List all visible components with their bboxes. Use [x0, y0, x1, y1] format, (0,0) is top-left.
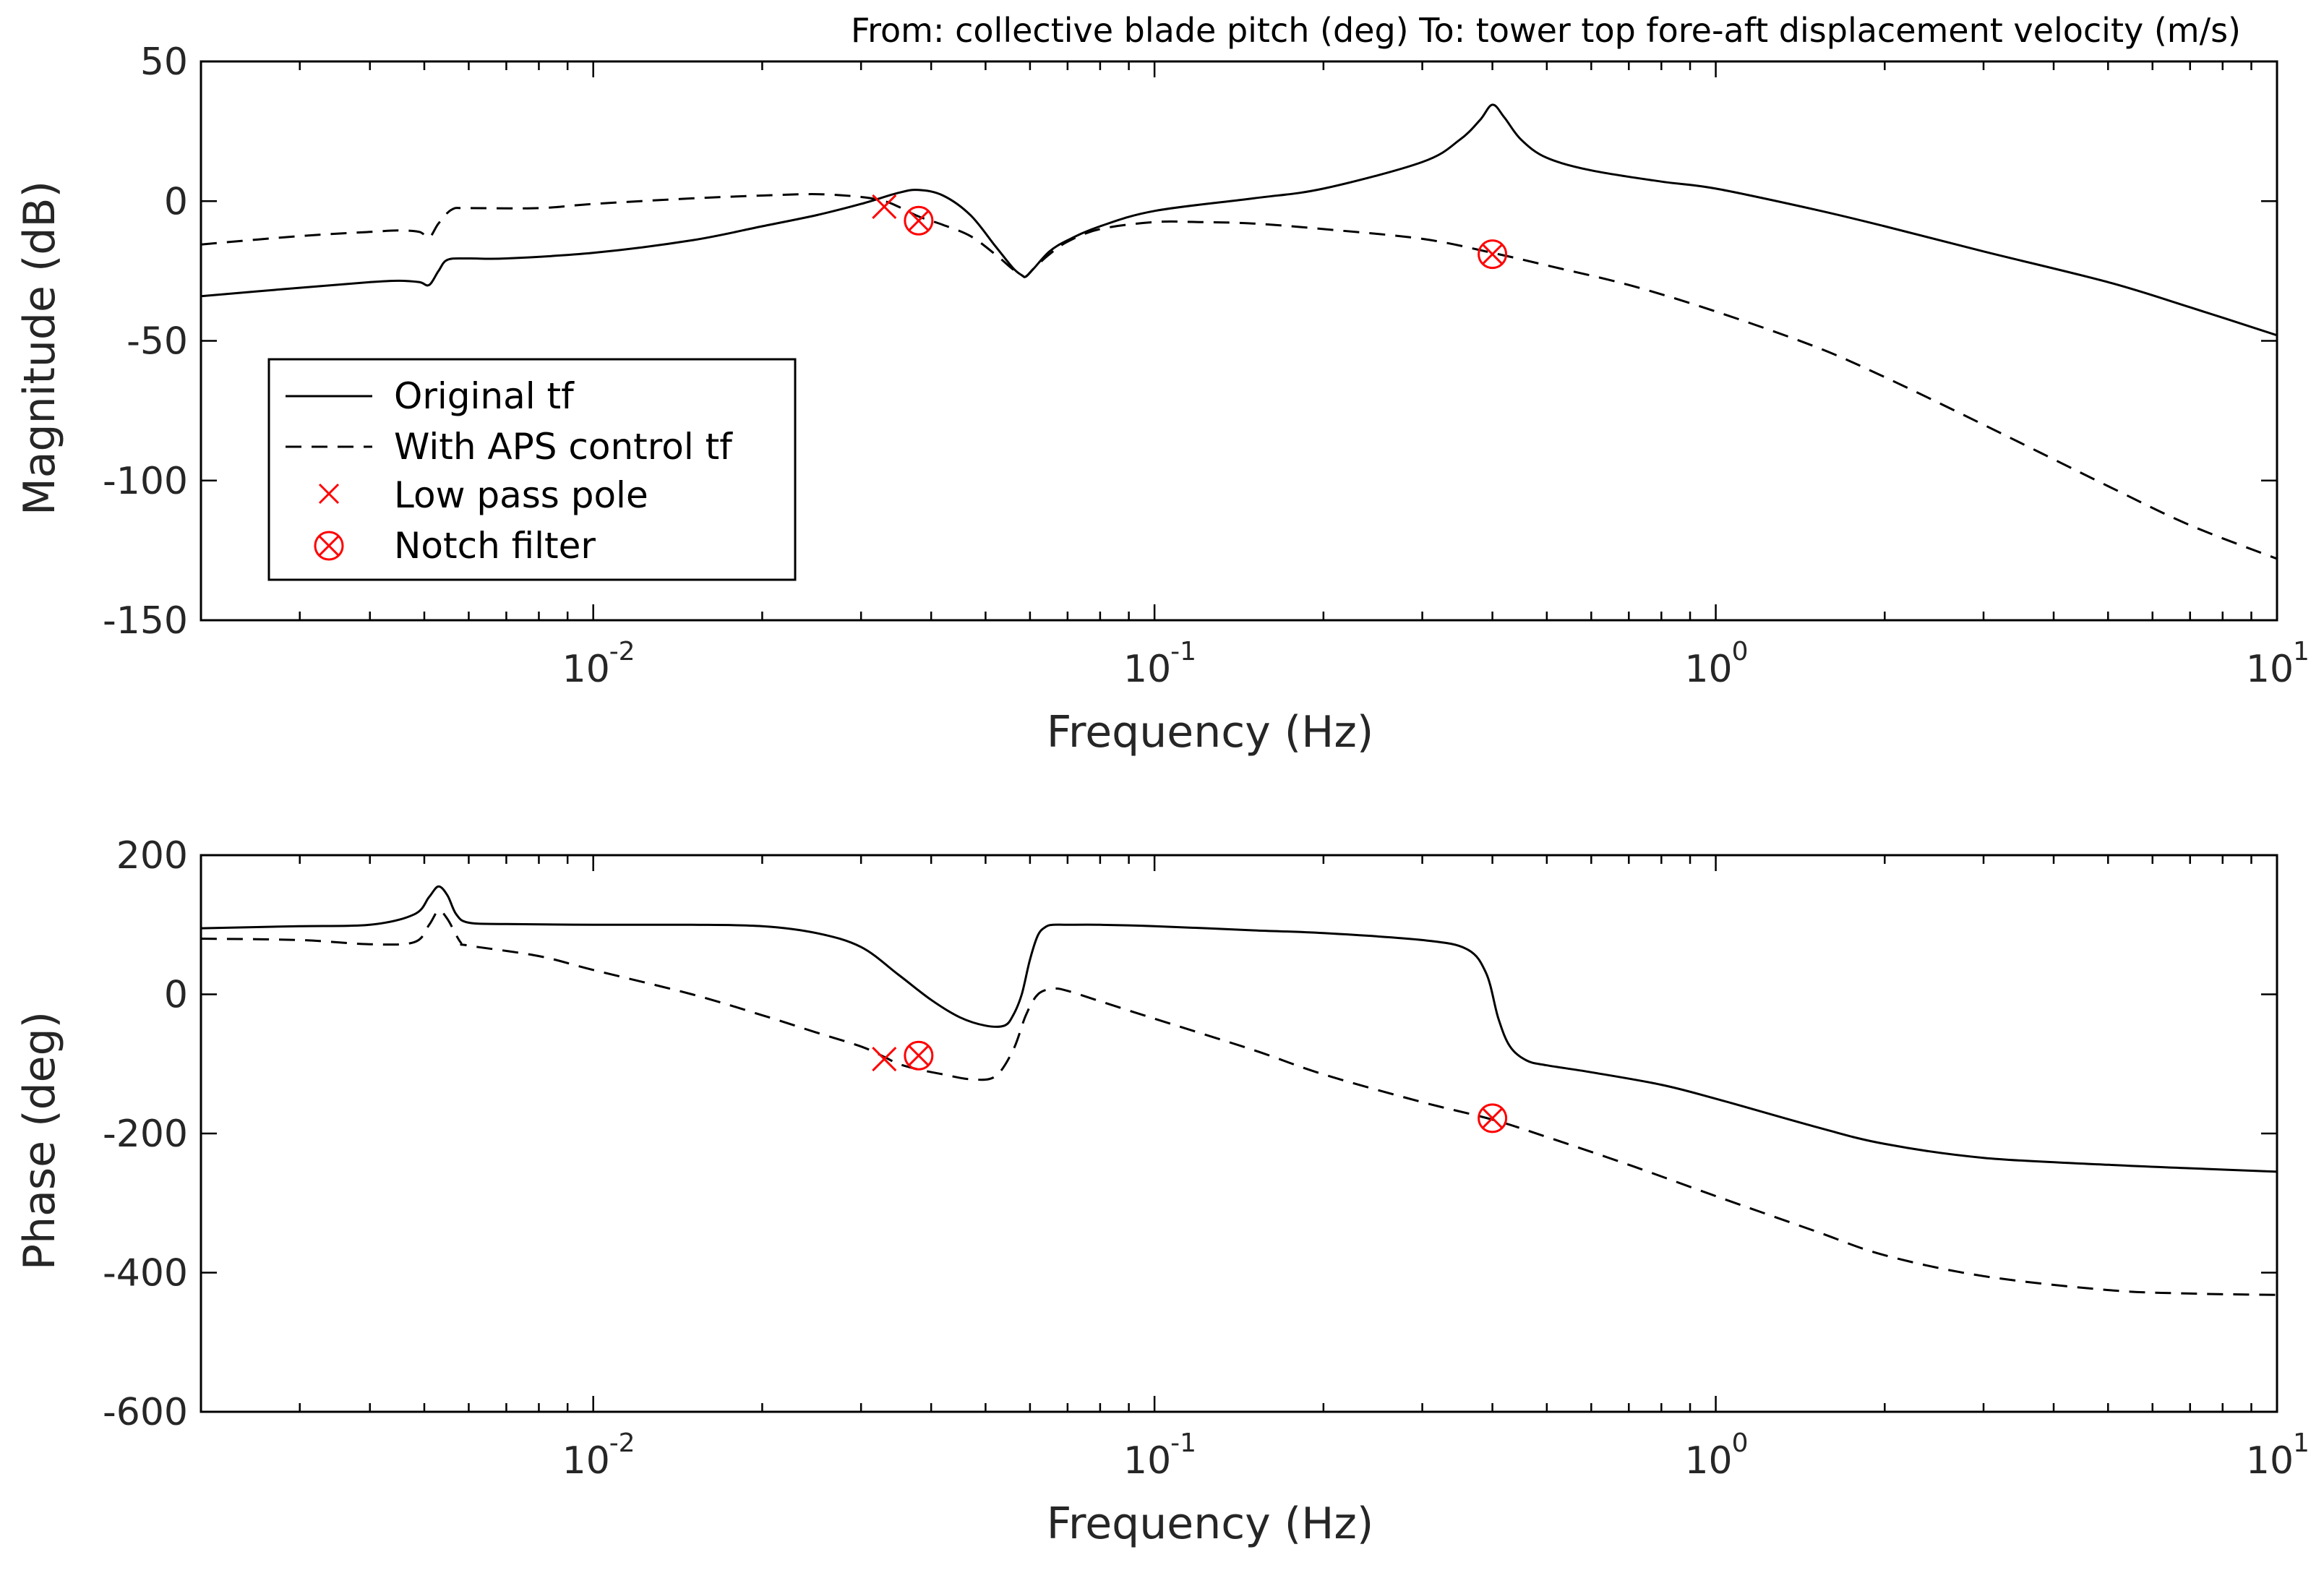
phase-ytick-label: 0 [164, 974, 188, 1017]
phase-ytick-label: -400 [103, 1252, 188, 1295]
phase-ytick-label: -600 [103, 1391, 188, 1434]
phase-series-aps-control [201, 909, 2277, 1296]
magnitude-xtick-exponent: 1 [2293, 637, 2310, 667]
magnitude-xtick-exponent: 0 [1732, 637, 1749, 667]
phase-xtick-label: 10 [2246, 1439, 2294, 1483]
magnitude-xtick-label: 10 [562, 648, 610, 691]
legend-item-notch: Notch filter [314, 525, 596, 567]
magnitude-marker-notch-filter [904, 205, 934, 236]
phase-marker-notch-filter [1478, 1103, 1508, 1133]
legend-item-low-pass: Low pass pole [318, 474, 648, 516]
magnitude-ytick-label: 0 [164, 180, 188, 223]
phase-xtick-label: 10 [1123, 1439, 1171, 1483]
phase-xtick-exponent: -2 [609, 1428, 635, 1458]
legend-item-original: Original tf [286, 375, 575, 417]
magnitude-ytick-label: -50 [127, 320, 188, 364]
phase-series-original [201, 885, 2277, 1173]
legend: Original tf With APS control tf Low pass… [267, 358, 797, 581]
magnitude-marker-low-pass-pole [872, 194, 897, 220]
x-marker-icon [318, 483, 340, 505]
magnitude-marker-notch-filter [1478, 239, 1508, 270]
circle-x-marker-icon [314, 531, 344, 561]
phase-marker-notch-filter [904, 1040, 934, 1071]
phase-ylabel: Phase (deg) [14, 1011, 65, 1270]
magnitude-xtick-label: 10 [1123, 648, 1171, 691]
magnitude-xtick-exponent: -1 [1170, 637, 1196, 667]
figure-title: From: collective blade pitch (deg) To: t… [851, 11, 2241, 50]
legend-label-original: Original tf [394, 375, 575, 417]
phase-xlabel: Frequency (Hz) [1047, 1499, 1373, 1549]
magnitude-ytick-label: -100 [103, 460, 188, 503]
magnitude-xtick-label: 10 [2246, 648, 2294, 691]
magnitude-series-aps-control [201, 193, 2277, 560]
phase-xtick-exponent: 0 [1732, 1428, 1749, 1458]
phase-xtick-exponent: -1 [1170, 1428, 1196, 1458]
magnitude-series-original [201, 103, 2277, 337]
legend-label-aps: With APS control tf [394, 426, 733, 468]
phase-xtick-label: 10 [562, 1439, 610, 1483]
phase-plot: 10-2 10-1 100 1012000-200-400-600Frequency … [14, 834, 2310, 1549]
phase-xtick-label: 10 [1684, 1439, 1732, 1483]
magnitude-ytick-label: -150 [103, 599, 188, 643]
legend-label-notch: Notch filter [394, 525, 596, 567]
magnitude-xtick-exponent: -2 [609, 637, 635, 667]
phase-ytick-label: -200 [103, 1113, 188, 1156]
magnitude-ytick-label: 50 [140, 40, 188, 84]
phase-ytick-label: 200 [116, 834, 188, 878]
magnitude-ylabel: Magnitude (dB) [14, 181, 65, 515]
legend-item-aps: With APS control tf [286, 426, 733, 468]
phase-xtick-exponent: 1 [2293, 1428, 2310, 1458]
magnitude-xlabel: Frequency (Hz) [1047, 707, 1373, 758]
magnitude-xtick-label: 10 [1684, 648, 1732, 691]
phase-marker-low-pass-pole [872, 1046, 897, 1072]
legend-label-low-pass: Low pass pole [394, 474, 648, 516]
